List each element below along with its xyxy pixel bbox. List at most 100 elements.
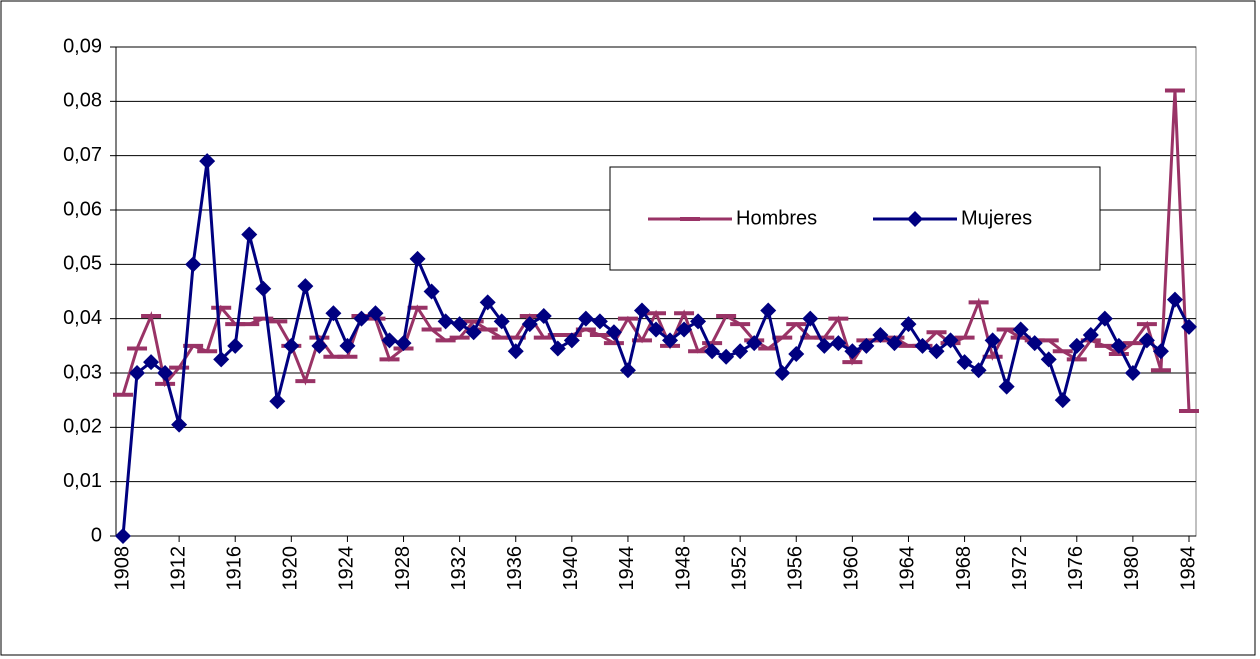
marker (662, 332, 679, 349)
marker (339, 337, 356, 354)
marker (297, 278, 314, 295)
x-tick-label: 1908 (111, 546, 133, 591)
x-tick-label: 1956 (785, 546, 807, 591)
marker (718, 348, 735, 365)
marker (1040, 351, 1057, 368)
marker (199, 153, 216, 170)
marker (451, 316, 468, 333)
marker (970, 362, 987, 379)
marker (129, 365, 146, 381)
x-tick-label: 1936 (504, 546, 526, 591)
marker (521, 316, 538, 333)
marker (255, 280, 272, 297)
marker (563, 332, 580, 349)
marker (269, 393, 286, 410)
x-tick-label: 1968 (953, 546, 975, 591)
marker (998, 378, 1015, 395)
x-tick-label: 1920 (280, 546, 302, 591)
marker (676, 321, 693, 338)
y-tick-label: 0,03 (63, 361, 102, 383)
marker (409, 250, 426, 267)
plot-area (115, 46, 1197, 537)
x-tick-label: 1952 (728, 546, 750, 591)
marker (367, 305, 384, 322)
marker (115, 528, 132, 544)
x-tick-label: 1948 (672, 546, 694, 591)
x-tick-label: 1972 (1009, 546, 1031, 591)
y-tick-label: 0,08 (63, 90, 102, 112)
x-tick-label: 1960 (841, 546, 863, 591)
marker (984, 332, 1001, 349)
marker (1124, 365, 1141, 381)
y-tick-label: 0,09 (63, 35, 102, 57)
marker (816, 337, 833, 354)
marker (1138, 332, 1155, 349)
marker (185, 256, 202, 273)
y-tick-label: 0,06 (63, 198, 102, 220)
x-tick-label: 1984 (1177, 546, 1199, 591)
x-tick-label: 1940 (560, 546, 582, 591)
x-tick-label: 1932 (448, 546, 470, 591)
marker (844, 343, 861, 360)
marker (942, 332, 959, 349)
marker (648, 321, 664, 338)
marker (577, 310, 594, 327)
marker (788, 345, 805, 362)
marker (605, 324, 622, 341)
marker (802, 310, 819, 327)
x-tick-label: 1976 (1065, 546, 1087, 591)
y-tick-label: 0,01 (63, 470, 102, 492)
marker (1068, 337, 1085, 354)
marker (479, 294, 496, 311)
marker (830, 335, 847, 352)
x-tick-label: 1964 (897, 546, 919, 591)
marker (437, 313, 454, 330)
marker (325, 305, 342, 322)
legend-marker (907, 211, 923, 227)
marker (157, 365, 174, 381)
marker (395, 335, 412, 352)
x-tick-label: 1980 (1121, 546, 1143, 591)
grid: 0 0,01 0,02 0,03 0,04 0,05 0,06 0,07 0,08 0,09 190… (63, 35, 1199, 590)
legend-items: Hombres Mujeres (648, 207, 1032, 229)
y-tick-label: 0 (91, 524, 102, 546)
marker (143, 354, 160, 371)
marker (549, 340, 566, 357)
marker (1012, 321, 1029, 338)
marker (872, 326, 889, 343)
marker (760, 302, 777, 319)
marker (1152, 343, 1169, 360)
marker (619, 362, 636, 379)
marker (353, 310, 370, 327)
x-tick-label: 1924 (336, 546, 358, 591)
marker (507, 343, 524, 360)
x-tick-label: 1912 (167, 546, 189, 591)
marker (1026, 335, 1043, 352)
y-tick-label: 0,02 (63, 416, 102, 438)
marker (732, 343, 749, 360)
marker (465, 324, 482, 341)
marker (704, 343, 721, 360)
marker (858, 337, 875, 354)
series-group (113, 88, 1199, 544)
legend-label: Hombres (736, 207, 817, 229)
marker (1110, 337, 1127, 354)
marker (774, 365, 791, 381)
y-tick-label: 0,07 (63, 144, 102, 166)
marker (1096, 310, 1113, 327)
marker (493, 313, 510, 330)
marker (690, 313, 707, 330)
marker (535, 307, 552, 324)
marker (591, 313, 608, 330)
marker (633, 302, 650, 319)
marker (1166, 291, 1183, 308)
marker (423, 283, 440, 300)
marker (283, 337, 300, 354)
x-tick-label: 1928 (392, 546, 414, 591)
y-tick-label: 0,05 (63, 253, 102, 275)
marker (914, 337, 931, 354)
marker (956, 354, 973, 371)
marker (171, 416, 188, 433)
marker (241, 226, 258, 243)
